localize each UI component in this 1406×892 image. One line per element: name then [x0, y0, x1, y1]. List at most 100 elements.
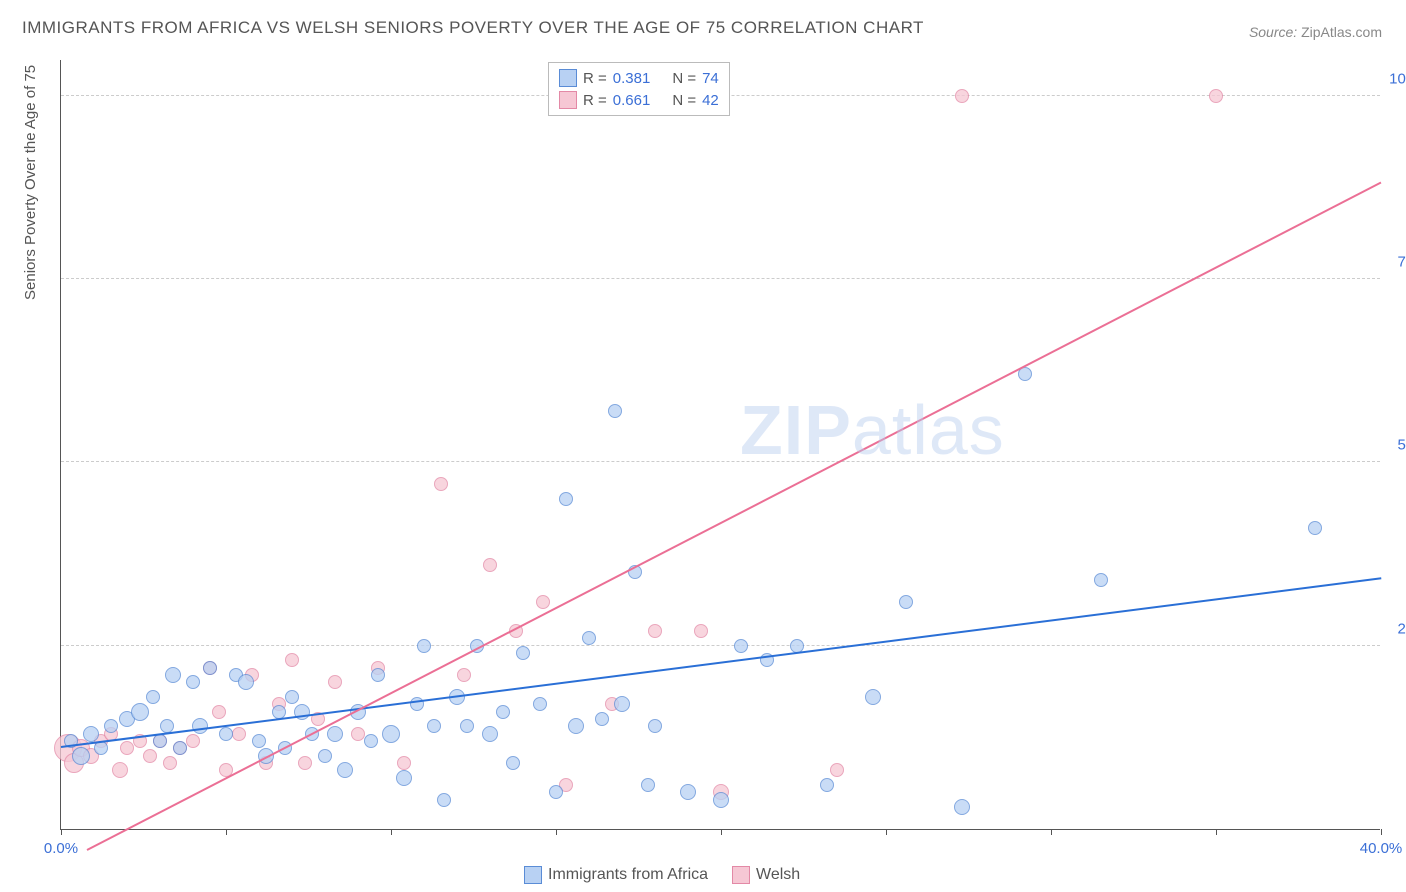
data-point	[549, 785, 563, 799]
data-point	[232, 727, 246, 741]
correlation-stats-box: R = 0.381N = 74R = 0.661N = 42	[548, 62, 730, 116]
x-tick-mark	[1051, 829, 1052, 835]
data-point	[238, 674, 254, 690]
data-point	[1094, 573, 1108, 587]
x-tick-mark	[1381, 829, 1382, 835]
data-point	[104, 719, 118, 733]
x-tick-label: 0.0%	[44, 840, 78, 857]
source-label: Source:	[1249, 24, 1297, 40]
n-value: 74	[702, 70, 719, 87]
data-point	[713, 792, 729, 808]
legend-item: Immigrants from Africa	[524, 866, 708, 884]
data-point	[865, 689, 881, 705]
r-label: R =	[583, 92, 607, 109]
series-legend: Immigrants from Africa Welsh	[520, 866, 804, 884]
stats-row: R = 0.381 N = 74	[559, 67, 719, 89]
data-point	[427, 719, 441, 733]
data-point	[648, 719, 662, 733]
series-swatch	[524, 866, 542, 884]
data-point	[192, 718, 208, 734]
data-point	[351, 727, 365, 741]
data-point	[1308, 521, 1322, 535]
data-point	[285, 653, 299, 667]
source-name: ZipAtlas.com	[1301, 24, 1382, 40]
data-point	[483, 558, 497, 572]
data-point	[219, 727, 233, 741]
stats-row: R = 0.661N = 42	[559, 89, 719, 111]
data-point	[72, 747, 90, 765]
data-point	[112, 762, 128, 778]
r-value: 0.661	[613, 92, 651, 109]
data-point	[536, 595, 550, 609]
y-tick-label: 50.0%	[1385, 437, 1406, 454]
data-point	[131, 703, 149, 721]
data-point	[397, 756, 411, 770]
data-point	[955, 89, 969, 103]
gridline-h	[61, 461, 1380, 462]
data-point	[203, 661, 217, 675]
trend-line	[61, 578, 1381, 749]
data-point	[582, 631, 596, 645]
data-point	[648, 624, 662, 638]
data-point	[830, 763, 844, 777]
data-point	[328, 675, 342, 689]
data-point	[568, 718, 584, 734]
data-point	[434, 477, 448, 491]
x-tick-label: 40.0%	[1360, 840, 1403, 857]
data-point	[337, 762, 353, 778]
series-swatch	[732, 866, 750, 884]
data-point	[1209, 89, 1223, 103]
x-tick-mark	[391, 829, 392, 835]
data-point	[143, 749, 157, 763]
data-point	[163, 756, 177, 770]
data-point	[482, 726, 498, 742]
source-attribution: Source: ZipAtlas.com	[1249, 24, 1382, 40]
data-point	[608, 404, 622, 418]
data-point	[186, 734, 200, 748]
data-point	[533, 697, 547, 711]
r-label: R =	[583, 70, 607, 87]
y-tick-label: 100.0%	[1385, 70, 1406, 87]
data-point	[516, 646, 530, 660]
series-swatch	[559, 69, 577, 87]
data-point	[285, 690, 299, 704]
legend-item: Welsh	[732, 866, 800, 884]
data-point	[396, 770, 412, 786]
chart-title: IMMIGRANTS FROM AFRICA VS WELSH SENIORS …	[22, 18, 924, 38]
y-axis-label: Seniors Poverty Over the Age of 75	[22, 65, 39, 300]
data-point	[457, 668, 471, 682]
data-point	[212, 705, 226, 719]
data-point	[694, 624, 708, 638]
series-name: Immigrants from Africa	[548, 866, 708, 884]
data-point	[506, 756, 520, 770]
trend-line	[87, 182, 1382, 851]
x-tick-mark	[61, 829, 62, 835]
data-point	[437, 793, 451, 807]
series-name: Welsh	[756, 866, 800, 884]
y-tick-label: 75.0%	[1385, 254, 1406, 271]
series-swatch	[559, 91, 577, 109]
data-point	[153, 734, 167, 748]
data-point	[120, 741, 134, 755]
data-point	[165, 667, 181, 683]
r-value: 0.381	[613, 70, 651, 87]
data-point	[820, 778, 834, 792]
x-tick-mark	[1216, 829, 1217, 835]
data-point	[382, 725, 400, 743]
x-tick-mark	[556, 829, 557, 835]
x-tick-mark	[721, 829, 722, 835]
data-point	[83, 726, 99, 742]
data-point	[595, 712, 609, 726]
n-label: N =	[672, 70, 696, 87]
x-tick-mark	[226, 829, 227, 835]
data-point	[318, 749, 332, 763]
scatter-plot-area: 25.0%50.0%75.0%100.0%0.0%40.0%	[60, 60, 1380, 830]
data-point	[734, 639, 748, 653]
data-point	[680, 784, 696, 800]
data-point	[364, 734, 378, 748]
data-point	[641, 778, 655, 792]
gridline-h	[61, 278, 1380, 279]
x-tick-mark	[886, 829, 887, 835]
n-label: N =	[672, 92, 696, 109]
data-point	[417, 639, 431, 653]
